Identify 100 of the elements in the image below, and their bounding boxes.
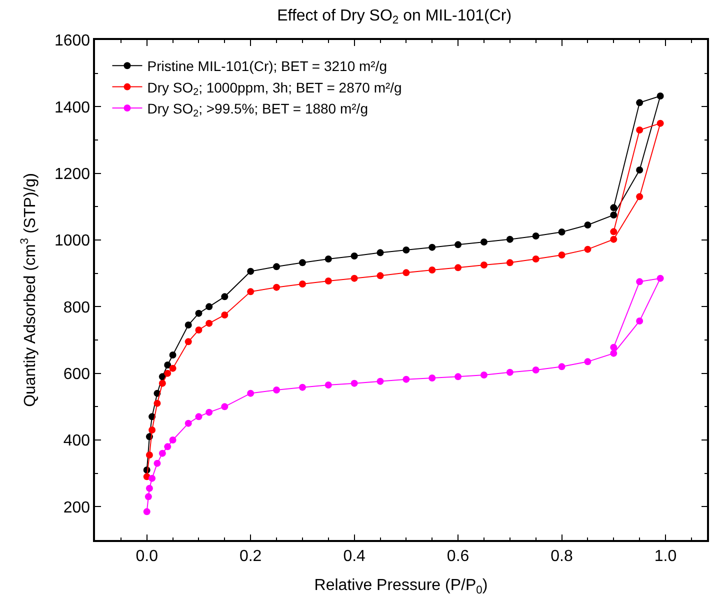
point (164, 443, 172, 450)
point (154, 460, 161, 467)
point (636, 318, 644, 324)
point (324, 256, 332, 262)
point (656, 274, 664, 282)
point (428, 244, 436, 251)
point (247, 268, 254, 275)
point (610, 228, 618, 236)
point (184, 338, 192, 346)
point (221, 312, 228, 318)
point (195, 413, 202, 420)
point (247, 288, 254, 296)
point (184, 322, 192, 328)
point (273, 284, 280, 291)
point (402, 376, 410, 383)
point (148, 426, 156, 434)
point (169, 364, 176, 372)
y-tick-label: 400 (63, 432, 90, 450)
point (206, 320, 213, 327)
point (350, 380, 358, 387)
point (144, 493, 152, 500)
y-tick-label: 800 (63, 299, 90, 316)
y-tick-label: 600 (63, 366, 90, 383)
point (221, 403, 228, 410)
x-tick-label: 0.4 (343, 548, 366, 565)
y-tick-label: 200 (63, 499, 90, 516)
point (350, 252, 358, 260)
x-axis-title: Relative Pressure (P/P$_{0}$) (314, 577, 488, 597)
point (454, 373, 462, 380)
point (636, 166, 644, 174)
point (584, 358, 592, 366)
point (610, 236, 618, 243)
point (610, 204, 618, 212)
point (184, 420, 192, 427)
point (610, 344, 618, 351)
point (158, 380, 166, 387)
point (636, 126, 644, 134)
point (164, 370, 172, 377)
x-tick-label: 0.6 (446, 548, 470, 565)
point (402, 246, 410, 254)
point (195, 310, 202, 317)
point (558, 228, 566, 236)
point (298, 384, 306, 391)
point (376, 378, 384, 385)
point (610, 350, 618, 357)
legend-label: Dry SO$_{2}$; >99.5%; BET = 1880 m²/g (147, 100, 368, 120)
point (154, 400, 161, 407)
point (454, 264, 462, 272)
point (195, 326, 202, 334)
point (584, 222, 592, 228)
point (169, 352, 176, 358)
point (402, 269, 410, 276)
x-tick-label: 1.0 (654, 548, 677, 565)
y-tick-label: 1600 (54, 32, 90, 50)
point (584, 246, 592, 253)
point (506, 368, 514, 376)
point (636, 278, 644, 286)
x-tick-label: 0.2 (239, 548, 262, 565)
x-tick-label: 0.0 (136, 548, 158, 565)
point (506, 236, 514, 243)
point (158, 450, 166, 457)
legend-label: Pristine MIL-101(Cr); BET = 3210 m²/g (147, 58, 388, 74)
point (636, 99, 644, 106)
y-tick-label: 1000 (54, 232, 90, 250)
point (610, 212, 618, 218)
point (558, 363, 566, 370)
y-tick-label: 1400 (54, 99, 90, 116)
point (428, 374, 436, 382)
point (148, 474, 156, 482)
point (656, 120, 664, 127)
point (506, 259, 514, 266)
legend-label: Dry SO$_{2}$; 1000ppm, 3h; BET = 2870 m²/g (147, 79, 402, 98)
point (636, 193, 644, 200)
point (164, 362, 172, 368)
point (169, 436, 176, 444)
point (298, 280, 306, 288)
point (324, 382, 332, 388)
point (324, 278, 332, 284)
point (146, 452, 153, 458)
point (146, 484, 153, 492)
point (376, 272, 384, 280)
point (350, 274, 358, 282)
point (532, 366, 540, 374)
point (206, 408, 213, 416)
point (454, 241, 462, 248)
point (428, 266, 436, 274)
x-tick-label: 0.8 (550, 548, 573, 565)
point (273, 386, 280, 394)
point (273, 263, 280, 270)
point (376, 249, 384, 256)
point (532, 256, 540, 262)
point (221, 293, 228, 300)
point (558, 252, 566, 258)
point (480, 238, 488, 246)
point (656, 92, 664, 100)
point (143, 508, 150, 516)
chart-title: Effect of Dry SO$_{2}$ on MIL-101(Cr) (277, 7, 512, 27)
y-tick-label: 1200 (54, 166, 90, 183)
point (247, 390, 254, 397)
point (206, 303, 213, 310)
